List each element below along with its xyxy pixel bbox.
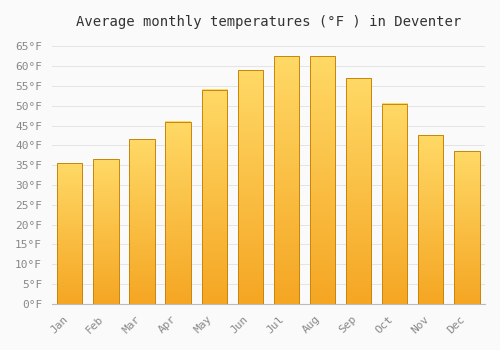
Bar [93,159,118,304]
Bar [130,139,154,304]
Bar [346,78,372,304]
Bar [202,90,227,304]
Bar [274,56,299,304]
Bar [310,56,335,304]
Bar [238,70,263,304]
Bar [57,163,82,304]
Title: Average monthly temperatures (°F ) in Deventer: Average monthly temperatures (°F ) in De… [76,15,461,29]
Bar [166,121,190,304]
Bar [418,135,444,304]
Bar [382,104,407,304]
Bar [454,151,479,304]
